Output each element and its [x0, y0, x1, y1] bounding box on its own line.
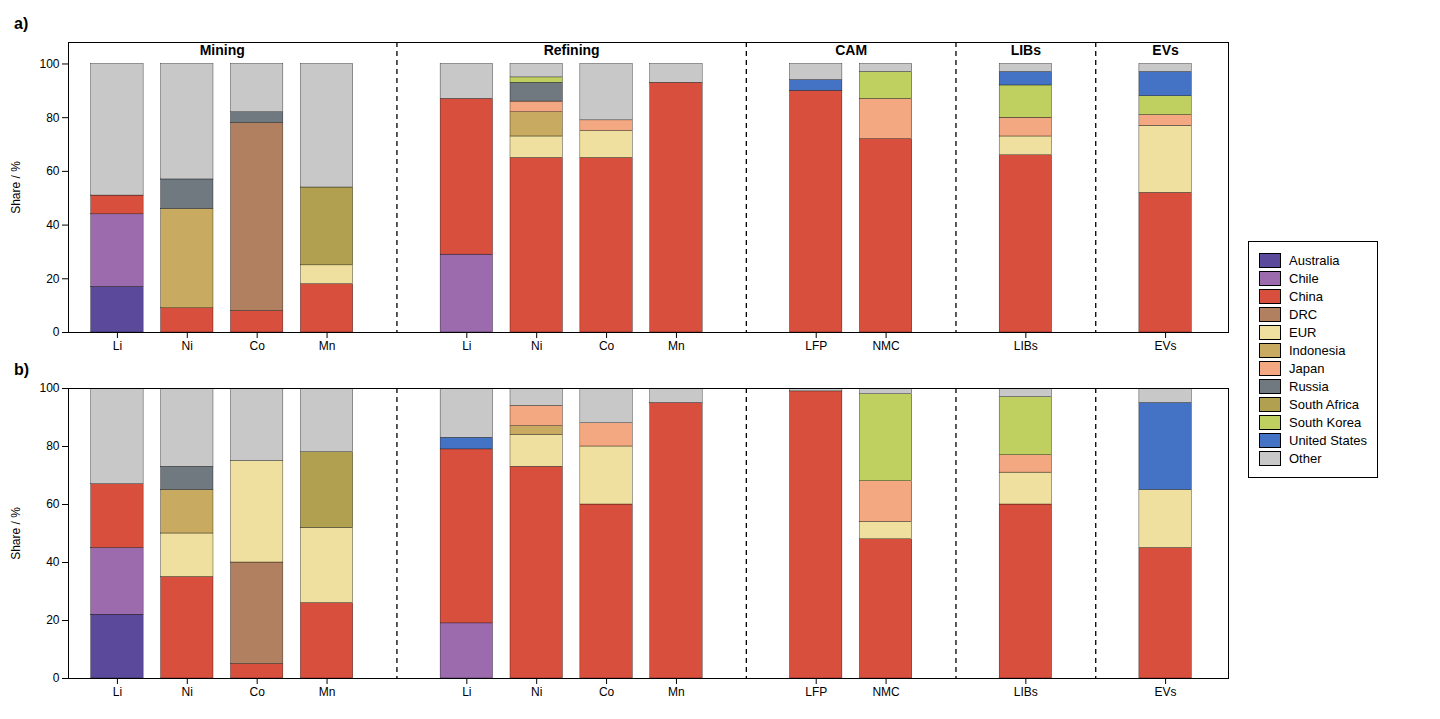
svg-text:Mining: Mining	[200, 42, 245, 58]
svg-text:Share / %: Share / %	[9, 160, 23, 213]
html-text:a): a)	[14, 14, 29, 32]
html-text:United States: United States	[1289, 433, 1367, 448]
svg-text:Li: Li	[113, 339, 122, 353]
svg-text:CAM: CAM	[835, 42, 867, 58]
svg-text:LIBs: LIBs	[1014, 685, 1038, 699]
html-text:Indonesia: Indonesia	[1289, 343, 1346, 358]
svg-text:0: 0	[53, 325, 60, 339]
svg-text:Co: Co	[599, 685, 615, 699]
svg-text:EVs: EVs	[1155, 685, 1177, 699]
svg-text:40: 40	[46, 555, 60, 569]
svg-text:Mn: Mn	[319, 339, 336, 353]
svg-text:Share / %: Share / %	[9, 506, 23, 559]
html-text:Russia: Russia	[1289, 379, 1329, 394]
html-text:EUR: EUR	[1289, 325, 1317, 340]
svg-text:Ni: Ni	[182, 339, 193, 353]
svg-text:100: 100	[39, 381, 59, 395]
svg-text:Ni: Ni	[531, 685, 542, 699]
svg-text:60: 60	[46, 497, 60, 511]
svg-text:100: 100	[39, 56, 59, 70]
html-text:Australia: Australia	[1289, 253, 1340, 268]
svg-text:Refining: Refining	[544, 42, 600, 58]
svg-text:LFP: LFP	[805, 339, 827, 353]
svg-text:Mn: Mn	[668, 339, 685, 353]
svg-text:Mn: Mn	[319, 685, 336, 699]
html-text:South Korea: South Korea	[1289, 415, 1362, 430]
svg-text:Li: Li	[462, 685, 471, 699]
svg-text:Ni: Ni	[182, 685, 193, 699]
html-text:South Africa: South Africa	[1289, 397, 1360, 412]
svg-text:LIBs: LIBs	[1011, 42, 1042, 58]
svg-text:Co: Co	[599, 339, 615, 353]
svg-text:40: 40	[46, 217, 60, 231]
html-text:China: China	[1289, 289, 1323, 304]
svg-text:0: 0	[53, 671, 60, 685]
svg-text:EVs: EVs	[1152, 42, 1179, 58]
svg-text:LIBs: LIBs	[1014, 339, 1038, 353]
svg-text:Ni: Ni	[531, 339, 542, 353]
html-text:Japan: Japan	[1289, 361, 1325, 376]
svg-text:Mn: Mn	[668, 685, 685, 699]
svg-text:Li: Li	[113, 685, 122, 699]
svg-text:EVs: EVs	[1155, 339, 1177, 353]
svg-text:60: 60	[46, 164, 60, 178]
svg-text:NMC: NMC	[872, 685, 900, 699]
svg-text:Li: Li	[462, 339, 471, 353]
svg-text:Co: Co	[250, 685, 266, 699]
html-text:b): b)	[14, 360, 30, 378]
svg-text:80: 80	[46, 110, 60, 124]
svg-text:80: 80	[46, 439, 60, 453]
html-text:Chile: Chile	[1289, 271, 1319, 286]
html-text:DRC: DRC	[1289, 307, 1318, 322]
svg-text:Co: Co	[250, 339, 266, 353]
html-text:Other: Other	[1289, 451, 1322, 466]
svg-text:LFP: LFP	[805, 685, 827, 699]
svg-text:NMC: NMC	[872, 339, 900, 353]
svg-text:20: 20	[46, 271, 60, 285]
svg-text:20: 20	[46, 613, 60, 627]
